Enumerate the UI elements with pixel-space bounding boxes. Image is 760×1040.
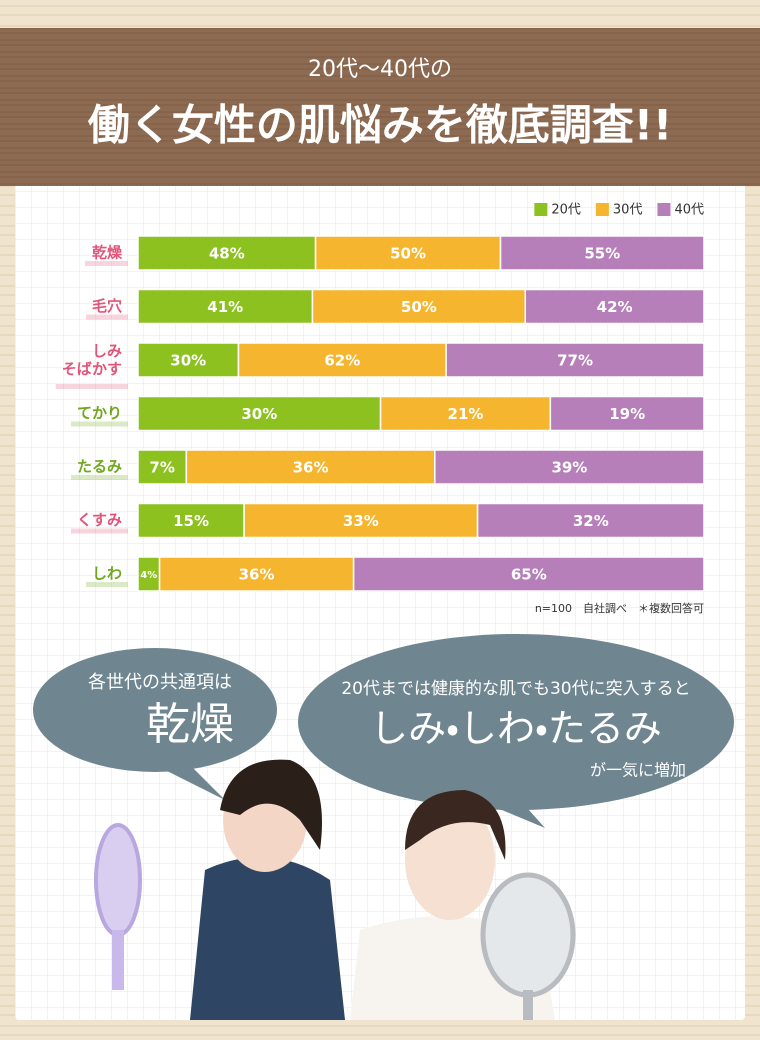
value-label: 4% (140, 570, 157, 581)
bar-segment (243, 502, 479, 539)
bar-segment (434, 449, 705, 485)
value-label: 32% (573, 512, 609, 530)
bar-segment (158, 556, 355, 592)
bubble-left: 各世代の共通項は 乾燥 (33, 648, 277, 800)
bar-segment (314, 235, 502, 271)
category-underline (70, 421, 128, 427)
photo-women (94, 759, 576, 1020)
value-label: 7% (149, 459, 174, 477)
bar-segment (137, 288, 314, 325)
bar-segment (137, 502, 245, 539)
bar-segment (237, 342, 447, 378)
value-label: 36% (293, 459, 329, 477)
category-label: たるみ (77, 458, 122, 476)
value-label: 19% (609, 405, 645, 423)
category-label: しみそばかす (62, 342, 122, 378)
category-label: くすみ (77, 511, 122, 529)
value-label: 55% (584, 245, 620, 263)
value-label: 50% (390, 245, 426, 263)
bar-segment (311, 288, 527, 325)
bar-segment (445, 342, 705, 378)
value-label: 30% (241, 405, 277, 423)
subtitle: 20代〜40代の (308, 57, 452, 82)
value-label: 36% (239, 566, 275, 584)
banner (0, 28, 760, 186)
category-label: 乾燥 (92, 244, 123, 262)
note: n=100 自社調べ ＊複数回答可 (535, 601, 704, 615)
value-label: 62% (324, 352, 360, 370)
legend-label: 20代 (551, 203, 581, 218)
title: 働く女性の肌悩みを徹底調査!! (88, 101, 672, 150)
legend-swatch (657, 203, 671, 216)
legend-label: 40代 (674, 203, 704, 218)
legend-swatch (595, 203, 609, 216)
category-underline (55, 384, 128, 389)
category-underline (84, 261, 128, 266)
value-label: 50% (401, 298, 437, 316)
value-label: 41% (207, 298, 243, 316)
value-label: 15% (173, 512, 209, 530)
bar-segment (352, 556, 705, 592)
legend-swatch (534, 203, 548, 216)
bubble-lead: 20代までは健康的な肌でも30代に突入すると (341, 679, 690, 699)
category-underline (85, 314, 128, 320)
category-underline (85, 582, 128, 587)
value-label: 33% (343, 512, 379, 530)
bar-segment (549, 395, 705, 432)
bubble-main: しみ・しわ・たるみ (370, 707, 662, 751)
value-label: 42% (597, 298, 633, 316)
value-label: 65% (511, 566, 547, 584)
bar-segment (137, 395, 382, 432)
bar-segment (137, 449, 188, 485)
bar-segment (476, 502, 705, 539)
value-label: 77% (557, 352, 593, 370)
bar-segment (499, 235, 705, 271)
value-label: 39% (551, 459, 587, 477)
bubble-lead: 各世代の共通項は (88, 672, 232, 693)
category-label: しわ (92, 565, 122, 583)
bubble-main: 乾燥 (146, 699, 234, 750)
value-label: 48% (209, 245, 245, 263)
value-label: 30% (170, 352, 206, 370)
bar-segment (379, 395, 552, 432)
bubble-tail: が一気に増加 (590, 761, 686, 780)
category-label: 毛穴 (92, 297, 122, 315)
category-underline (70, 475, 128, 480)
legend-label: 30代 (613, 203, 643, 218)
category-label: てかり (77, 404, 122, 422)
bar-segment (524, 288, 705, 325)
value-label: 21% (448, 405, 484, 423)
category-underline (70, 528, 128, 534)
bubble-right: 20代までは健康的な肌でも30代に突入すると しみ・しわ・たるみ が一気に増加 (298, 634, 734, 828)
